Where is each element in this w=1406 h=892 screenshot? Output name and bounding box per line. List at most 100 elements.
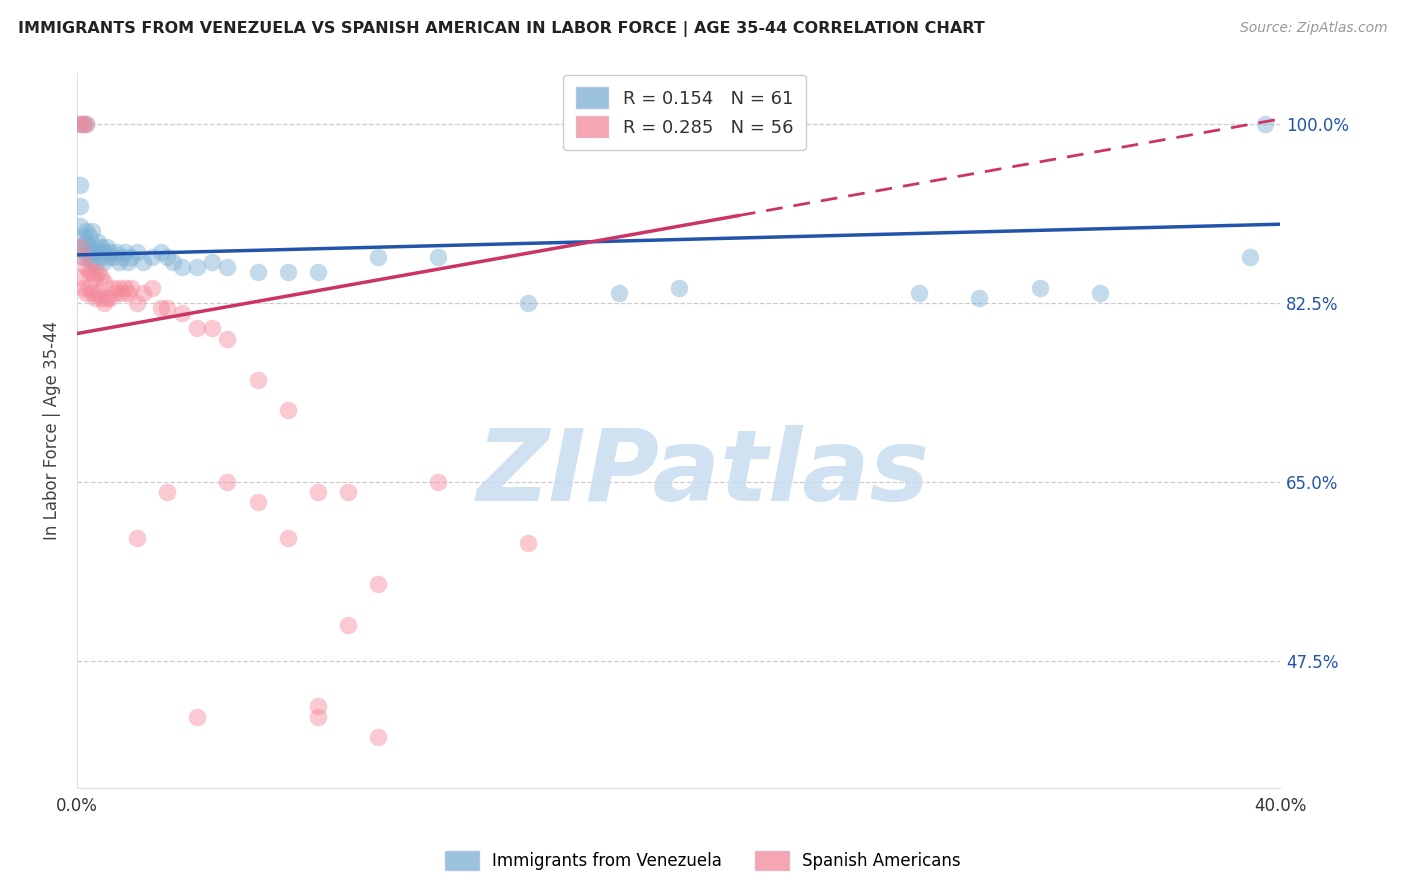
Point [150, 244, 173, 259]
Point [82, 224, 104, 238]
Point [246, 372, 269, 386]
Point [517, 536, 540, 550]
Point [75, 224, 97, 238]
Point [336, 484, 359, 499]
Point [84, 291, 107, 305]
Point [82, 255, 104, 269]
Point [127, 531, 149, 545]
Point [307, 699, 329, 714]
Point [90, 250, 112, 264]
Point [111, 250, 134, 264]
Point [69, 117, 91, 131]
Point [277, 265, 299, 279]
Point [908, 285, 931, 300]
Point [69, 219, 91, 234]
Text: IMMIGRANTS FROM VENEZUELA VS SPANISH AMERICAN IN LABOR FORCE | AGE 35-44 CORRELA: IMMIGRANTS FROM VENEZUELA VS SPANISH AME… [18, 21, 986, 37]
Point [69, 117, 91, 131]
Point [69, 199, 91, 213]
Point [114, 244, 136, 259]
Text: ZIPatlas: ZIPatlas [477, 425, 929, 522]
Point [69, 240, 91, 254]
Point [127, 296, 149, 310]
Point [201, 255, 224, 269]
Point [367, 577, 389, 591]
Point [132, 255, 155, 269]
Legend: R = 0.154   N = 61, R = 0.285   N = 56: R = 0.154 N = 61, R = 0.285 N = 56 [564, 75, 806, 150]
Point [141, 250, 163, 264]
Point [162, 255, 184, 269]
Point [87, 244, 110, 259]
Point [117, 285, 139, 300]
Point [246, 495, 269, 509]
Point [307, 265, 329, 279]
Point [93, 255, 115, 269]
Point [77, 265, 100, 279]
Point [84, 260, 107, 274]
Point [87, 265, 110, 279]
Point [90, 270, 112, 285]
Point [105, 285, 128, 300]
Point [84, 240, 107, 254]
Point [87, 285, 110, 300]
Point [186, 260, 208, 274]
Point [336, 617, 359, 632]
Point [87, 235, 110, 249]
Point [72, 117, 94, 131]
Y-axis label: In Labor Force | Age 35-44: In Labor Force | Age 35-44 [44, 321, 60, 541]
Point [172, 260, 194, 274]
Point [607, 285, 630, 300]
Point [172, 306, 194, 320]
Point [105, 244, 128, 259]
Point [150, 301, 173, 315]
Point [77, 250, 100, 264]
Point [186, 709, 208, 723]
Point [75, 285, 97, 300]
Point [246, 265, 269, 279]
Point [72, 240, 94, 254]
Point [108, 255, 131, 269]
Point [77, 240, 100, 254]
Point [117, 255, 139, 269]
Point [75, 117, 97, 131]
Point [108, 280, 131, 294]
Point [72, 117, 94, 131]
Point [103, 250, 125, 264]
Point [277, 403, 299, 417]
Point [72, 229, 94, 244]
Legend: Immigrants from Venezuela, Spanish Americans: Immigrants from Venezuela, Spanish Ameri… [439, 844, 967, 877]
Point [96, 240, 118, 254]
Point [96, 291, 118, 305]
Point [1239, 250, 1261, 264]
Point [93, 276, 115, 290]
Point [69, 240, 91, 254]
Point [72, 250, 94, 264]
Point [1028, 280, 1050, 294]
Point [427, 475, 450, 489]
Point [69, 178, 91, 193]
Point [517, 296, 540, 310]
Point [72, 250, 94, 264]
Point [307, 484, 329, 499]
Point [93, 296, 115, 310]
Point [668, 280, 690, 294]
Point [427, 250, 450, 264]
Point [127, 244, 149, 259]
Point [75, 235, 97, 249]
Point [156, 484, 179, 499]
Point [77, 229, 100, 244]
Point [98, 244, 121, 259]
Point [90, 291, 112, 305]
Point [90, 240, 112, 254]
Point [1088, 285, 1111, 300]
Point [120, 280, 142, 294]
Text: Source: ZipAtlas.com: Source: ZipAtlas.com [1240, 21, 1388, 35]
Point [84, 270, 107, 285]
Point [75, 117, 97, 131]
Point [277, 531, 299, 545]
Point [72, 280, 94, 294]
Point [1254, 117, 1277, 131]
Point [969, 291, 991, 305]
Point [217, 332, 239, 346]
Point [93, 244, 115, 259]
Point [217, 475, 239, 489]
